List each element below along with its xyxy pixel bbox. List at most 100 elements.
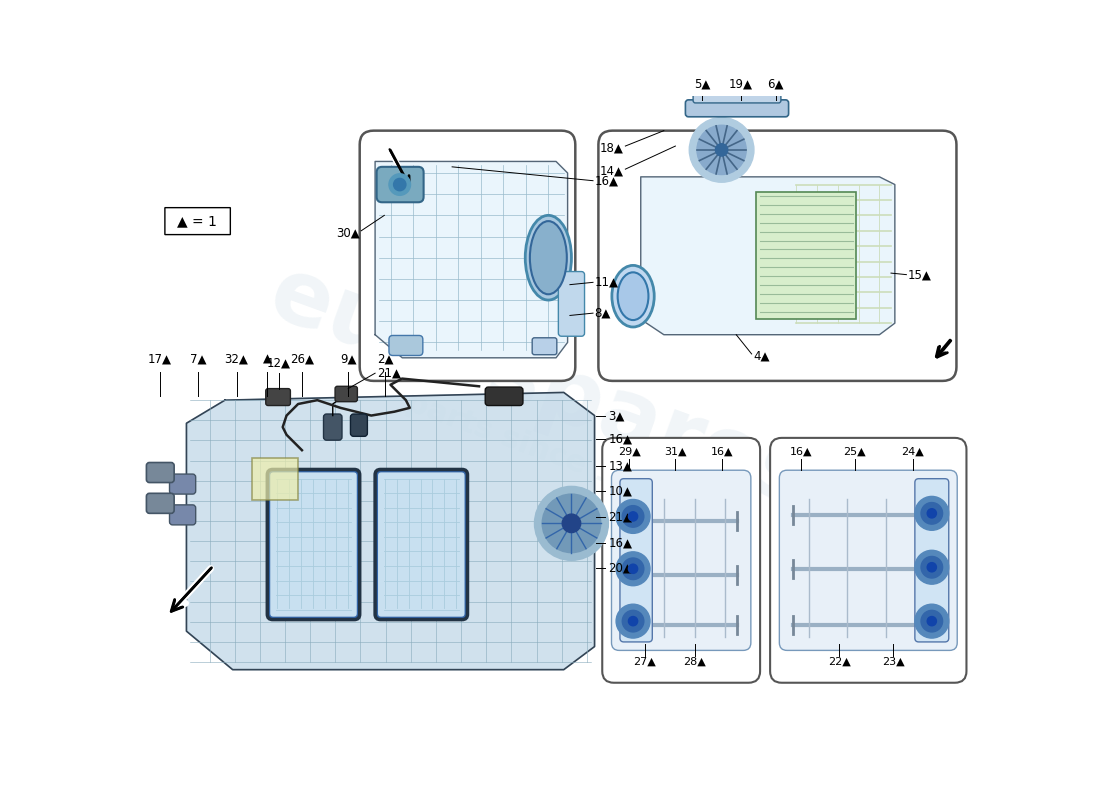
Circle shape <box>690 118 754 182</box>
FancyBboxPatch shape <box>757 192 856 319</box>
Text: 16▲: 16▲ <box>608 536 632 549</box>
FancyBboxPatch shape <box>559 271 584 336</box>
Circle shape <box>927 509 936 518</box>
Text: 10▲: 10▲ <box>608 485 632 498</box>
Text: 8▲: 8▲ <box>594 306 610 320</box>
FancyBboxPatch shape <box>612 470 751 650</box>
Text: 27▲: 27▲ <box>634 656 656 666</box>
Text: 29▲: 29▲ <box>618 446 640 457</box>
Circle shape <box>628 617 638 626</box>
FancyBboxPatch shape <box>693 88 781 103</box>
Circle shape <box>535 486 608 560</box>
Circle shape <box>927 562 936 572</box>
FancyBboxPatch shape <box>266 389 290 406</box>
Text: 31▲: 31▲ <box>664 446 686 457</box>
Circle shape <box>394 178 406 190</box>
Text: 7▲: 7▲ <box>189 353 207 366</box>
FancyBboxPatch shape <box>323 414 342 440</box>
Text: 4▲: 4▲ <box>754 350 770 362</box>
Text: 21▲: 21▲ <box>377 366 402 380</box>
Text: 26▲: 26▲ <box>290 353 314 366</box>
Text: 24▲: 24▲ <box>901 446 924 457</box>
Ellipse shape <box>612 266 654 327</box>
FancyBboxPatch shape <box>169 505 196 525</box>
Ellipse shape <box>526 215 572 300</box>
Text: 11▲: 11▲ <box>594 276 618 289</box>
FancyBboxPatch shape <box>532 338 557 354</box>
Text: 21▲: 21▲ <box>608 510 632 524</box>
Circle shape <box>542 494 601 553</box>
Text: ▲ = 1: ▲ = 1 <box>177 214 217 229</box>
Text: 16▲: 16▲ <box>711 446 733 457</box>
Text: eurospares: eurospares <box>257 250 824 527</box>
Circle shape <box>697 126 746 174</box>
Text: 23▲: 23▲ <box>882 656 904 666</box>
FancyBboxPatch shape <box>360 130 575 381</box>
Ellipse shape <box>618 272 648 320</box>
Text: 32▲: 32▲ <box>224 353 249 366</box>
Text: 3▲: 3▲ <box>608 409 625 422</box>
Text: 9▲: 9▲ <box>340 353 356 366</box>
FancyBboxPatch shape <box>376 471 466 618</box>
Polygon shape <box>375 162 568 358</box>
Text: 30▲: 30▲ <box>336 226 360 239</box>
Text: 16▲: 16▲ <box>608 432 632 445</box>
FancyBboxPatch shape <box>268 471 359 618</box>
Circle shape <box>921 502 943 524</box>
Text: 15▲: 15▲ <box>908 268 932 281</box>
Circle shape <box>389 174 410 195</box>
FancyBboxPatch shape <box>146 462 174 482</box>
Text: 16▲: 16▲ <box>790 446 812 457</box>
Circle shape <box>628 512 638 521</box>
Circle shape <box>715 144 728 156</box>
Circle shape <box>623 610 643 632</box>
FancyBboxPatch shape <box>165 208 230 234</box>
Circle shape <box>921 610 943 632</box>
Text: 13▲: 13▲ <box>608 459 632 472</box>
FancyBboxPatch shape <box>620 478 652 642</box>
Text: 25▲: 25▲ <box>844 446 866 457</box>
Text: 12▲: 12▲ <box>267 356 290 370</box>
FancyBboxPatch shape <box>146 494 174 514</box>
Circle shape <box>915 550 949 584</box>
Text: ▲: ▲ <box>263 353 272 366</box>
FancyBboxPatch shape <box>685 100 789 117</box>
Circle shape <box>616 604 650 638</box>
Circle shape <box>921 557 943 578</box>
Text: 6▲: 6▲ <box>768 78 783 91</box>
Circle shape <box>915 496 949 530</box>
Circle shape <box>628 564 638 574</box>
FancyBboxPatch shape <box>485 387 522 406</box>
Text: 5▲: 5▲ <box>694 78 711 91</box>
Text: 28▲: 28▲ <box>683 656 706 666</box>
Circle shape <box>623 506 643 527</box>
Text: 20▲: 20▲ <box>608 562 632 574</box>
Polygon shape <box>186 393 594 670</box>
FancyBboxPatch shape <box>252 458 298 500</box>
FancyBboxPatch shape <box>336 386 358 402</box>
Circle shape <box>616 552 650 586</box>
Text: 22▲: 22▲ <box>828 656 850 666</box>
Circle shape <box>927 617 936 626</box>
FancyBboxPatch shape <box>603 438 760 682</box>
Text: 19▲: 19▲ <box>729 78 752 91</box>
Circle shape <box>623 558 643 579</box>
FancyBboxPatch shape <box>915 478 948 642</box>
Ellipse shape <box>530 221 566 294</box>
FancyBboxPatch shape <box>389 335 422 355</box>
Text: 18▲: 18▲ <box>600 141 624 154</box>
Text: 14▲: 14▲ <box>600 164 624 177</box>
FancyBboxPatch shape <box>598 130 957 381</box>
Text: parts since 1984: parts since 1984 <box>402 388 680 513</box>
FancyBboxPatch shape <box>376 167 424 202</box>
FancyBboxPatch shape <box>169 474 196 494</box>
FancyBboxPatch shape <box>770 438 967 682</box>
Text: 17▲: 17▲ <box>147 353 172 366</box>
Text: 16▲: 16▲ <box>594 174 618 187</box>
FancyBboxPatch shape <box>351 414 367 436</box>
Circle shape <box>616 499 650 534</box>
Circle shape <box>562 514 581 533</box>
FancyBboxPatch shape <box>779 470 957 650</box>
Polygon shape <box>640 177 895 334</box>
Text: 2▲: 2▲ <box>377 353 394 366</box>
